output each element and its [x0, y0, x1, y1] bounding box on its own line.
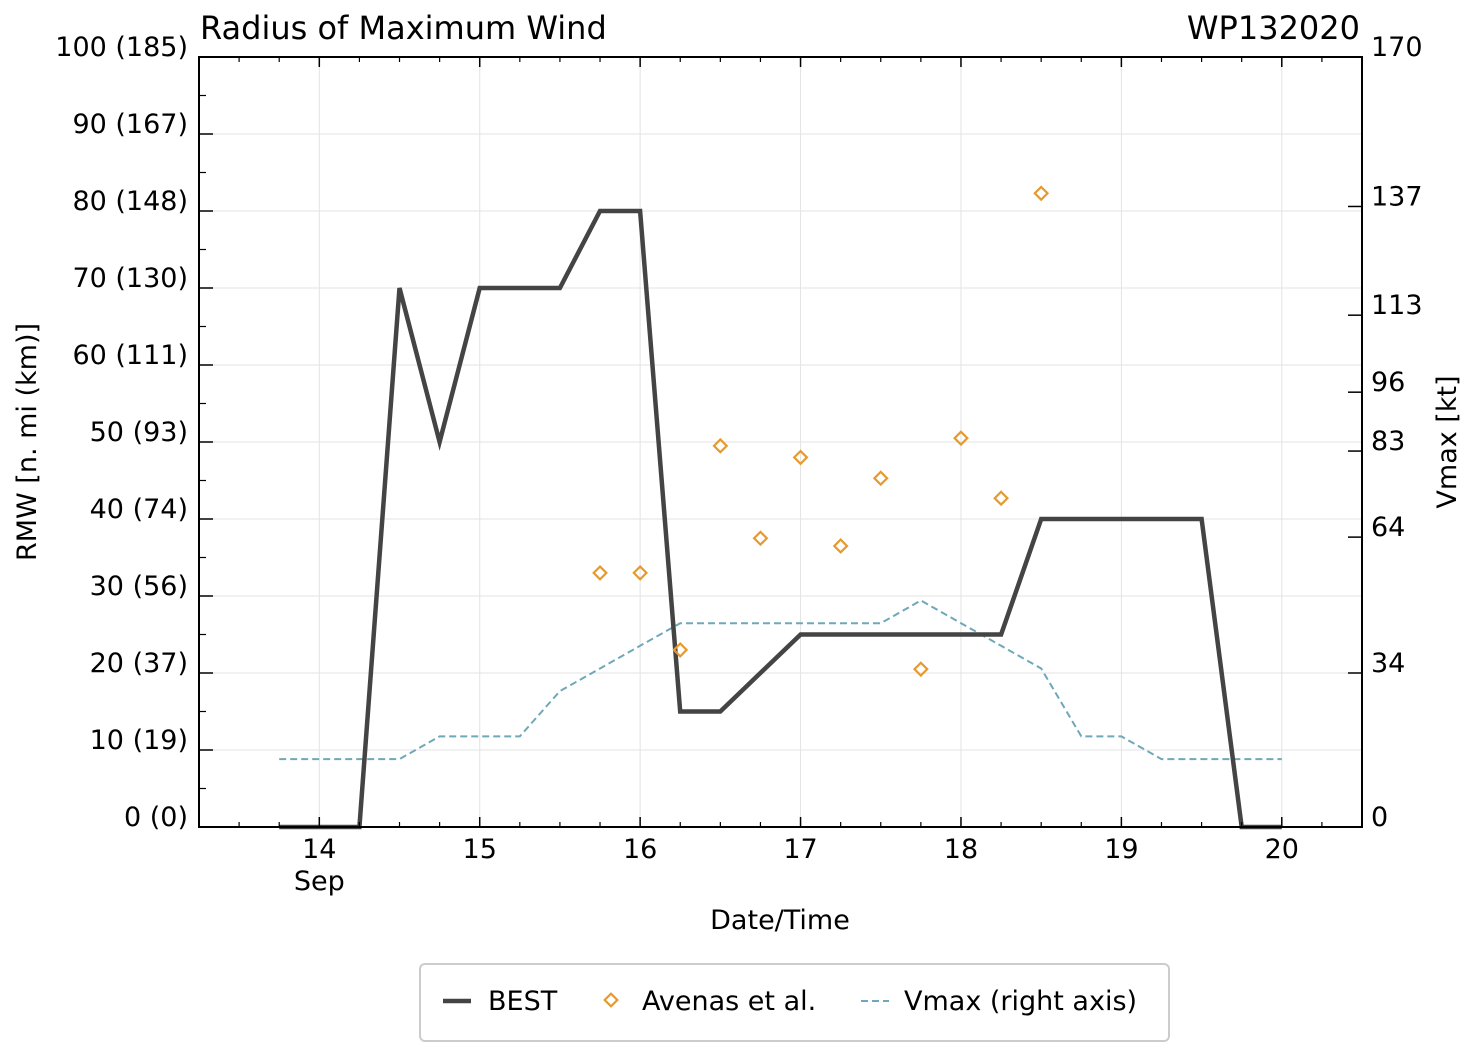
avenas-point — [592, 564, 608, 581]
y-tick-label: 90 (167) — [72, 109, 188, 140]
y-tick-label: 0 (0) — [124, 802, 188, 833]
y-tick-label: 50 (93) — [90, 417, 188, 448]
legend-label-avenas: Avenas et al. — [642, 986, 816, 1017]
y-tick-label: 40 (74) — [90, 494, 188, 525]
y-tick-label: 100 (185) — [55, 32, 188, 63]
avenas-point — [712, 437, 729, 454]
avenas-point — [912, 661, 929, 678]
y-tick-label: 30 (56) — [90, 571, 188, 602]
chart-title: Radius of Maximum Wind — [200, 9, 607, 47]
y-right-tick-label: 137 — [1371, 181, 1423, 212]
legend-box — [419, 963, 1170, 1042]
storm-id: WP132020 — [1187, 9, 1360, 47]
avenas-point — [632, 564, 649, 581]
avenas-point — [832, 538, 849, 554]
x-tick-label: 14 — [302, 834, 336, 865]
vmax-line — [279, 599, 1282, 761]
y-tick-label: 60 (111) — [72, 340, 188, 371]
y-right-tick-label: 83 — [1371, 426, 1405, 457]
avenas-point — [752, 530, 769, 547]
x-tick-label: 19 — [1104, 834, 1138, 865]
y-right-tick-label: 113 — [1371, 290, 1423, 321]
series-layer — [279, 185, 1282, 830]
y-tick-label: 20 (37) — [90, 648, 188, 679]
y-right-tick-label: 64 — [1371, 512, 1405, 543]
best-line — [279, 208, 1282, 830]
y-tick-label: 70 (130) — [72, 263, 188, 294]
x-tick-label: 20 — [1265, 834, 1299, 865]
avenas-point — [672, 641, 689, 658]
legend: BEST Avenas et al. Vmax (right axis) — [419, 963, 1170, 1042]
x-tick-label: 18 — [944, 834, 978, 865]
y-axis-label: RMW [n. mi (km)] — [12, 323, 43, 561]
y-tick-label: 80 (148) — [72, 186, 188, 217]
y-right-tick-label: 170 — [1371, 32, 1423, 63]
y-right-tick-label: 96 — [1371, 367, 1405, 398]
y-axis-right-label: Vmax [kt] — [1432, 375, 1463, 508]
x-tick-label: 15 — [463, 834, 497, 865]
legend-label-vmax: Vmax (right axis) — [904, 986, 1137, 1017]
avenas-point — [993, 490, 1009, 507]
x-tick-label: 16 — [623, 834, 657, 865]
grid-lines — [199, 56, 1362, 828]
x-tick-label: 17 — [783, 834, 817, 865]
y-right-tick-label: 0 — [1371, 802, 1388, 833]
avenas-point — [953, 430, 969, 447]
x-axis-label: Date/Time — [710, 905, 850, 936]
avenas-point — [1033, 185, 1050, 202]
y-right-tick-label: 34 — [1371, 648, 1405, 679]
y-tick-label: 10 (19) — [90, 725, 188, 756]
avenas-point — [872, 470, 889, 487]
avenas-point — [792, 449, 809, 466]
legend-swatch-avenas — [603, 992, 619, 1008]
x-tick-sublabel: Sep — [294, 866, 345, 897]
legend-label-best: BEST — [488, 986, 558, 1017]
